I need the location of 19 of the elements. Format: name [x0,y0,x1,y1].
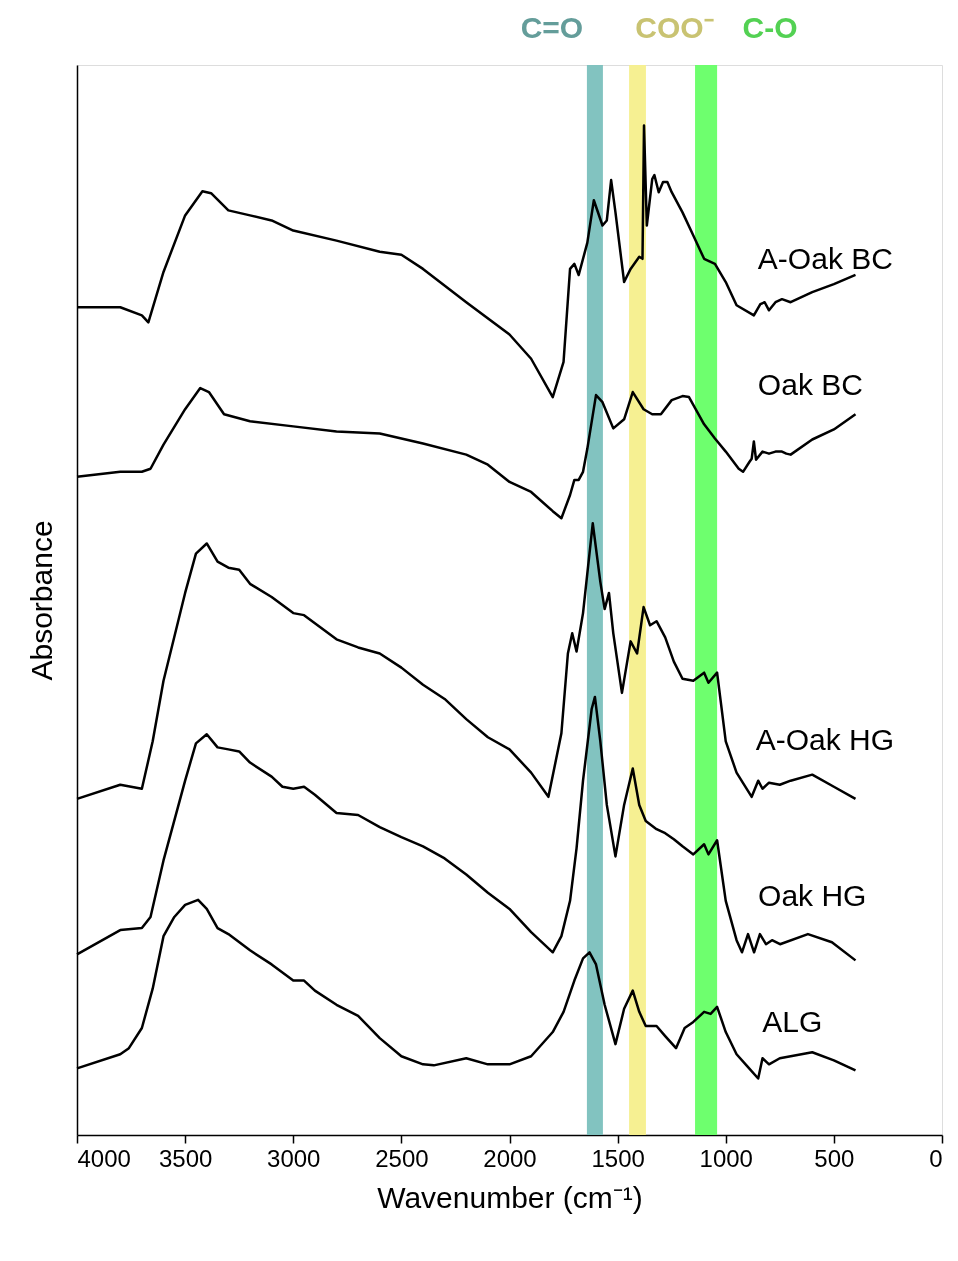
x-axis-title: Wavenumber (cm⁻¹) [377,1180,643,1214]
series-label: A-Oak BC [757,241,893,275]
x-tick-label: 2000 [483,1144,537,1172]
series-label: Oak BC [757,368,863,401]
x-tick-label: 3000 [267,1144,321,1172]
x-tick-label: 2500 [375,1144,429,1172]
x-tick-label: 3500 [158,1144,213,1172]
series-label: ALG [762,1004,823,1038]
band-label: COO⁻ [635,11,714,44]
x-tick-label: 0 [929,1144,943,1172]
series-label: Oak HG [758,878,867,912]
x-tick-label: 1000 [699,1144,753,1172]
y-axis-title: Absorbance [24,520,58,681]
x-tick-label: 4000 [77,1144,131,1172]
x-tick-label: 500 [814,1144,855,1172]
band-label: C=O [520,11,584,44]
band-label: C-O [742,11,798,44]
x-tick-label: 1500 [591,1144,645,1172]
series-label: A-Oak HG [755,723,895,757]
